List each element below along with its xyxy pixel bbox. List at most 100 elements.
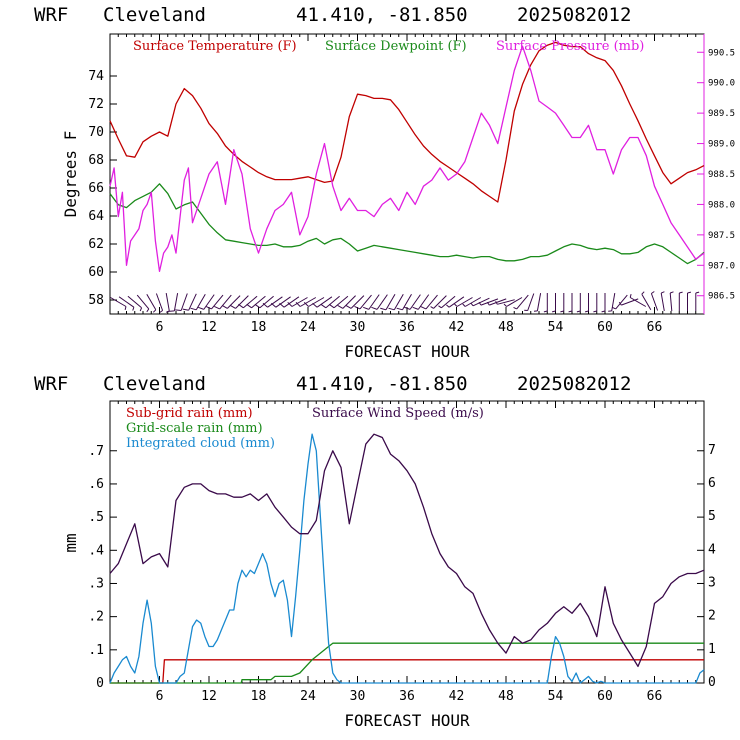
bottom-header-location: Cleveland	[103, 373, 206, 395]
wind-barb	[254, 295, 274, 309]
y-tick-label: 60	[88, 265, 104, 280]
wind-barb	[486, 298, 507, 306]
series-line-surface-temperature-f	[109, 41, 705, 203]
wind-barb	[593, 293, 598, 313]
y-tick-label: 0	[96, 676, 104, 691]
y-tick-label: .1	[88, 643, 104, 658]
bottom-header-coords: 41.410, -81.850	[296, 373, 468, 395]
wind-barb	[287, 297, 308, 307]
wind-barb	[354, 294, 372, 310]
wind-barb	[470, 297, 490, 307]
wind-barb	[136, 294, 150, 313]
bottom-series-group	[109, 433, 705, 684]
x-tick-label: 66	[647, 320, 663, 335]
x-tick-label: 48	[498, 320, 514, 335]
top-y-axis-label: Degrees F	[61, 131, 80, 218]
legend-dewpoint: Surface Dewpoint (F)	[325, 39, 467, 54]
y2-tick-label: 4	[708, 542, 716, 557]
top-panel: WRF Cleveland 41.410, -81.850 2025082012…	[34, 4, 735, 361]
x-tick-label: 12	[201, 320, 217, 335]
wind-barb	[205, 294, 224, 310]
y2-tick-label: 989.5	[708, 109, 735, 119]
wind-barb	[641, 291, 652, 311]
wind-barb	[230, 295, 249, 309]
wind-barb	[608, 293, 616, 312]
y-tick-label: 72	[88, 97, 104, 112]
y-tick-label: .4	[88, 543, 104, 558]
y2-tick-label: 990.5	[708, 48, 735, 58]
x-tick-label: 12	[201, 689, 217, 704]
wind-barb	[478, 298, 499, 306]
wind-barb	[420, 294, 438, 310]
x-tick-label: 18	[251, 320, 267, 335]
y2-tick-label: 987.5	[708, 231, 735, 241]
series-line-integrated-cloud-mm	[109, 433, 705, 684]
wind-barb	[678, 291, 683, 311]
wind-barb	[388, 293, 404, 311]
top-x-ticks: 6 12 18 24 30 36 42 48 54 60 66	[117, 34, 697, 335]
y2-tick-label: 990.0	[708, 79, 735, 89]
wind-barb	[543, 293, 548, 313]
y-tick-label: 58	[88, 293, 104, 308]
wind-barb	[695, 291, 700, 311]
legend-temperature: Surface Temperature (F)	[133, 39, 297, 54]
wind-barb	[462, 297, 482, 307]
wind-barb	[295, 297, 317, 307]
x-tick-label: 42	[449, 320, 465, 335]
wind-barb	[246, 295, 266, 309]
series-line-surface-pressure-mb	[109, 45, 705, 273]
series-line-surface-dewpoint-f	[109, 183, 705, 265]
wind-barb	[430, 295, 447, 309]
bottom-x-axis-label: FORECAST HOUR	[344, 711, 470, 730]
x-tick-label: 6	[156, 689, 164, 704]
wind-barb	[328, 295, 349, 309]
y-tick-label: 70	[88, 125, 104, 140]
top-y-ticks: 58 60 62 64 66 68 70 72 74	[88, 69, 117, 308]
wind-barb	[396, 293, 412, 311]
wind-barb	[312, 296, 333, 308]
wind-barb	[168, 293, 179, 312]
x-tick-label: 36	[399, 689, 415, 704]
top-plot-frame	[109, 33, 705, 315]
wind-barb	[601, 293, 606, 313]
wind-barb	[270, 296, 291, 308]
wind-barb	[495, 299, 515, 305]
wind-barb	[669, 291, 674, 312]
wind-barb	[221, 295, 241, 309]
wind-barb	[446, 296, 465, 308]
wind-barb	[650, 291, 659, 311]
legend-subgrid-rain: Sub-grid rain (mm)	[126, 406, 253, 421]
wind-barb	[533, 293, 542, 312]
wind-barb	[118, 296, 135, 311]
y-tick-label: 66	[88, 181, 104, 196]
wind-barb	[412, 294, 430, 310]
x-tick-label: 60	[597, 689, 613, 704]
bottom-y-ticks: 0 .1 .2 .3 .4 .5 .6 .7	[88, 444, 117, 691]
wind-barb	[584, 293, 589, 313]
x-tick-label: 42	[449, 689, 465, 704]
y2-tick-label: 986.5	[708, 292, 735, 302]
top-header-model: WRF	[34, 4, 68, 26]
x-tick-label: 24	[300, 320, 316, 335]
y2-tick-label: 988.0	[708, 200, 735, 210]
wind-barb	[454, 297, 473, 307]
wind-barb	[320, 295, 340, 309]
wind-barb	[363, 294, 380, 310]
y-tick-label: .6	[88, 477, 104, 492]
x-tick-label: 54	[548, 320, 564, 335]
y2-tick-label: 989.0	[708, 140, 735, 150]
bottom-header-model: WRF	[34, 373, 68, 395]
series-line-surface-wind-speed-m-s	[109, 433, 705, 668]
wind-barb	[380, 293, 396, 311]
top-series-group	[109, 41, 705, 273]
y2-tick-label: 3	[708, 575, 716, 590]
legend-pressure: Surface Pressure (mb)	[496, 39, 644, 54]
wind-barbs	[110, 291, 700, 313]
wind-barb	[687, 291, 692, 311]
bottom-x-ticks: 6 12 18 24 30 36 42 48 54 60 66	[117, 401, 697, 704]
wind-barb	[127, 295, 143, 312]
y-tick-label: .2	[88, 610, 104, 625]
wind-barb	[165, 293, 170, 313]
top-header-location: Cleveland	[103, 4, 206, 26]
